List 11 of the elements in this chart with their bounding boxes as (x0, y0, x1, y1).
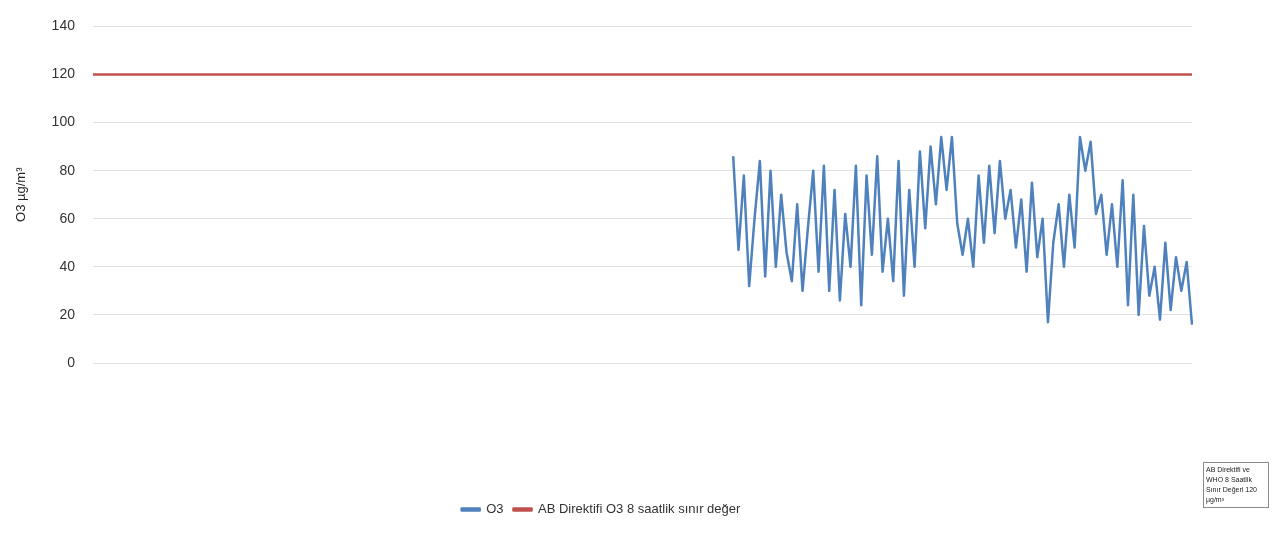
y-tick-label: 140 (51, 17, 76, 34)
legend-label: AB Direktifi O3 8 saatlik sınır değer (538, 501, 741, 517)
y-tick-label: 0 (67, 353, 76, 370)
y-tick-label: 80 (59, 161, 76, 178)
y-tick-label: 40 (59, 257, 76, 274)
y-tick-label: 60 (59, 209, 76, 226)
y-tick-label: 100 (51, 113, 76, 130)
legend-label: O3 (486, 501, 504, 517)
y-tick-label: 120 (51, 65, 76, 82)
y-tick-label: 20 (59, 305, 76, 322)
y-axis-title: O3 µg/m³ (13, 166, 29, 222)
